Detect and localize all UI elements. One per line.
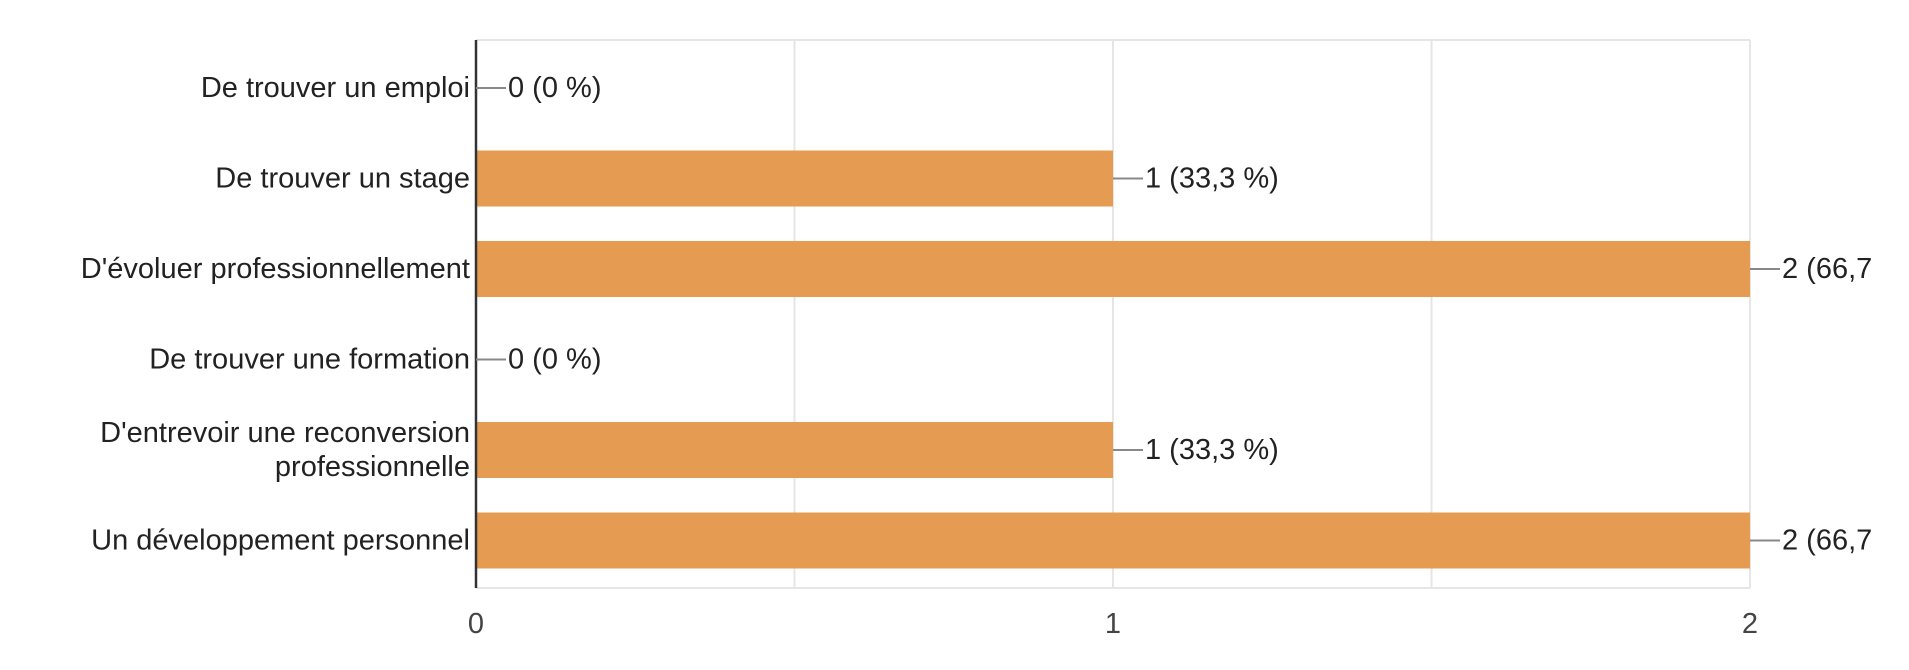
bar [476,241,1750,297]
bar [476,512,1750,569]
bar [476,422,1113,478]
category-label: De trouver un emploi [201,72,470,104]
value-label: 0 (0 %) [508,344,601,376]
value-label: 2 (66,7 [1782,525,1872,557]
x-tick-label: 0 [468,608,484,640]
category-label: D'entrevoir une reconversion [100,417,470,449]
category-label: De trouver un stage [215,163,470,195]
category-label: De trouver une formation [149,344,470,376]
bars [476,150,1750,569]
axes: 0 1 2 [468,40,1758,640]
value-label: 1 (33,3 %) [1145,434,1279,466]
value-label: 1 (33,3 %) [1145,163,1279,195]
category-label: professionnelle [275,451,470,483]
value-label: 2 (66,7 [1782,253,1872,285]
category-label: Un développement personnel [91,525,470,557]
labels: 0 (0 %) De trouver un emploi 1 (33,3 %) De … [81,72,1873,557]
x-tick-label: 2 [1742,608,1758,640]
grid-lines [476,39,1751,589]
bar [476,150,1113,207]
value-label: 0 (0 %) [508,72,601,104]
x-tick-label: 1 [1105,608,1121,640]
category-label: D'évoluer professionnellement [81,253,470,285]
